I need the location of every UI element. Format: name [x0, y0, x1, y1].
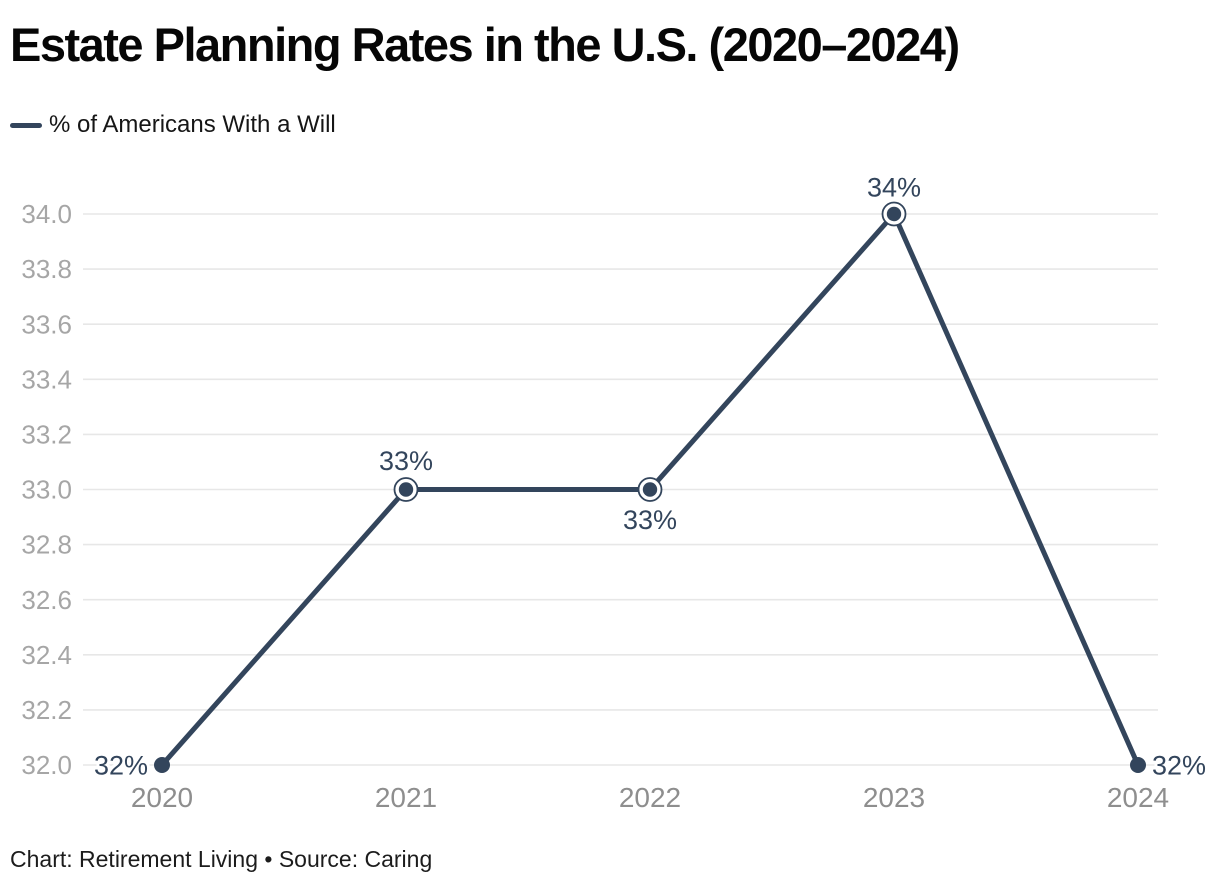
y-tick-label: 33.4: [21, 364, 72, 394]
chart-title: Estate Planning Rates in the U.S. (2020–…: [10, 18, 960, 71]
data-label: 33%: [623, 505, 677, 535]
y-tick-label: 33.0: [21, 475, 72, 505]
legend-label: % of Americans With a Will: [49, 111, 336, 138]
data-label: 32%: [1152, 750, 1206, 780]
y-tick-label: 33.2: [21, 420, 72, 450]
x-tick-label: 2021: [375, 782, 437, 813]
x-tick-label: 2023: [863, 782, 925, 813]
y-tick-label: 33.6: [21, 309, 72, 339]
data-point: [642, 482, 658, 497]
x-tick-label: 2022: [619, 782, 681, 813]
data-label: 32%: [94, 750, 148, 780]
legend-line-swatch: [10, 122, 42, 128]
y-tick-label: 34.0: [21, 199, 72, 229]
x-tick-label: 2020: [131, 782, 193, 813]
legend: % of Americans With a Will: [10, 111, 336, 139]
data-label: 33%: [379, 446, 433, 476]
data-point: [398, 482, 414, 497]
data-point: [1130, 757, 1146, 773]
y-tick-label: 32.8: [21, 530, 72, 560]
source-note: Chart: Retirement Living • Source: Carin…: [10, 846, 433, 872]
y-tick-label: 33.8: [21, 254, 72, 284]
y-tick-label: 32.6: [21, 585, 72, 615]
y-tick-label: 32.2: [21, 695, 72, 725]
x-tick-label: 2024: [1107, 782, 1169, 813]
data-point: [886, 206, 902, 222]
y-tick-label: 32.0: [21, 750, 72, 780]
data-point: [154, 757, 170, 773]
data-label: 34%: [867, 172, 921, 202]
y-tick-label: 32.4: [21, 640, 72, 670]
